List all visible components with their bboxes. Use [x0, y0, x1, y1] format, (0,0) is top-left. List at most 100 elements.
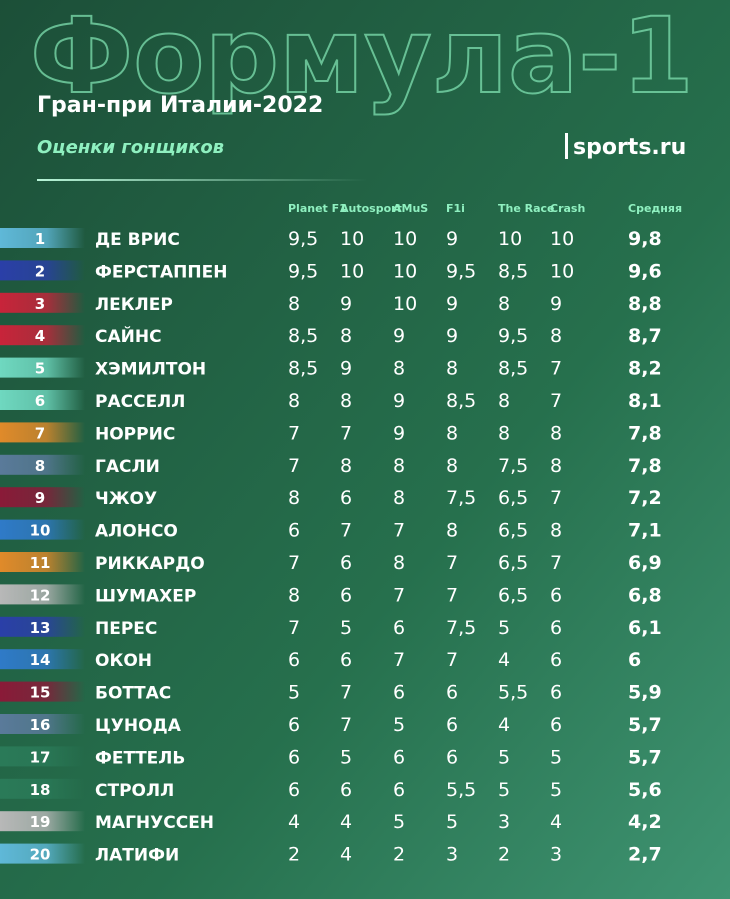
rating: 7 [550, 358, 562, 380]
rating: 7 [446, 584, 458, 606]
rating: 10 [550, 228, 574, 250]
team-stripe [0, 811, 85, 832]
average-rating: 6 [628, 649, 641, 671]
rating: 8 [550, 422, 562, 444]
rank: 14 [30, 651, 51, 669]
driver-name: ОКОН [95, 651, 152, 671]
rating: 7,5 [446, 487, 476, 509]
rating: 10 [340, 260, 364, 282]
rating: 8 [550, 520, 562, 542]
average-rating: 9,6 [628, 260, 662, 282]
rank: 11 [30, 554, 51, 572]
rating: 7 [340, 682, 352, 704]
rating: 8 [288, 293, 300, 315]
rating: 8 [446, 358, 458, 380]
caption: Оценки гонщиков [37, 137, 224, 158]
rank: 1 [35, 230, 45, 248]
column-header: Средняя [628, 202, 682, 215]
rating: 6 [288, 746, 300, 768]
rating: 6 [550, 714, 562, 736]
rating: 8 [550, 325, 562, 347]
rating: 8 [446, 520, 458, 542]
average-rating: 5,7 [628, 746, 662, 768]
rating: 6 [393, 779, 405, 801]
rating: 8 [498, 293, 510, 315]
rating: 7 [550, 552, 562, 574]
rating: 6 [550, 682, 562, 704]
subtitle: Гран-при Италии-2022 [37, 93, 323, 118]
team-stripe [0, 778, 85, 799]
rating: 2 [498, 844, 510, 866]
rating: 9 [446, 325, 458, 347]
average-rating: 8,8 [628, 293, 662, 315]
column-header: The Race [498, 202, 555, 215]
team-stripe [0, 681, 85, 702]
rating: 6,5 [498, 487, 528, 509]
rating: 5 [498, 617, 510, 639]
team-stripe [0, 422, 85, 443]
team-stripe [0, 325, 85, 346]
rating: 8 [550, 455, 562, 477]
average-rating: 8,7 [628, 325, 662, 347]
rating: 4 [498, 649, 510, 671]
rating: 4 [498, 714, 510, 736]
rating: 4 [340, 811, 352, 833]
rating: 5 [550, 779, 562, 801]
rating: 7 [340, 422, 352, 444]
rating: 6 [446, 714, 458, 736]
rating: 9 [446, 293, 458, 315]
rating: 9 [393, 390, 405, 412]
team-stripe [0, 519, 85, 540]
team-stripe [0, 714, 85, 734]
rating: 6 [340, 487, 352, 509]
rank: 10 [30, 522, 51, 540]
driver-name: ФЕТТЕЛЬ [95, 748, 185, 768]
average-rating: 7,1 [628, 520, 662, 542]
driver-name: САЙНС [95, 325, 162, 347]
rating: 6 [550, 617, 562, 639]
average-rating: 7,8 [628, 422, 662, 444]
driver-name: ЛАТИФИ [95, 846, 179, 866]
average-rating: 5,7 [628, 714, 662, 736]
rating: 8 [393, 358, 405, 380]
rating: 6 [288, 520, 300, 542]
team-stripe [0, 357, 85, 378]
column-header: AMuS [393, 202, 428, 215]
rating: 9,5 [288, 260, 318, 282]
rating: 9 [446, 228, 458, 250]
rating: 8 [446, 422, 458, 444]
column-header: F1i [446, 202, 465, 215]
rank: 12 [30, 586, 51, 604]
team-stripe [0, 649, 85, 670]
average-rating: 4,2 [628, 811, 662, 833]
rating: 5,5 [498, 682, 528, 704]
rating: 6 [446, 746, 458, 768]
driver-name: РИККАРДО [95, 554, 205, 574]
team-stripe [0, 487, 85, 508]
rank: 7 [35, 424, 45, 442]
rating: 7 [288, 422, 300, 444]
rating: 4 [340, 844, 352, 866]
rating: 6 [288, 714, 300, 736]
rating: 4 [288, 811, 300, 833]
rating: 9 [340, 293, 352, 315]
rating: 8 [340, 390, 352, 412]
rank: 4 [35, 327, 45, 345]
driver-name: ШУМАХЕР [95, 586, 196, 606]
rating: 7 [446, 552, 458, 574]
rating: 5 [393, 714, 405, 736]
rating: 9,5 [288, 228, 318, 250]
driver-name: ЦУНОДА [95, 716, 182, 736]
rating: 5 [498, 779, 510, 801]
team-stripe [0, 454, 85, 475]
rating: 6,5 [498, 520, 528, 542]
rating: 7 [393, 520, 405, 542]
driver-name: ДЕ ВРИС [95, 230, 180, 250]
rating: 7 [288, 455, 300, 477]
rating: 5,5 [446, 779, 476, 801]
driver-name: РАССЕЛЛ [95, 392, 185, 412]
rating: 10 [498, 228, 522, 250]
